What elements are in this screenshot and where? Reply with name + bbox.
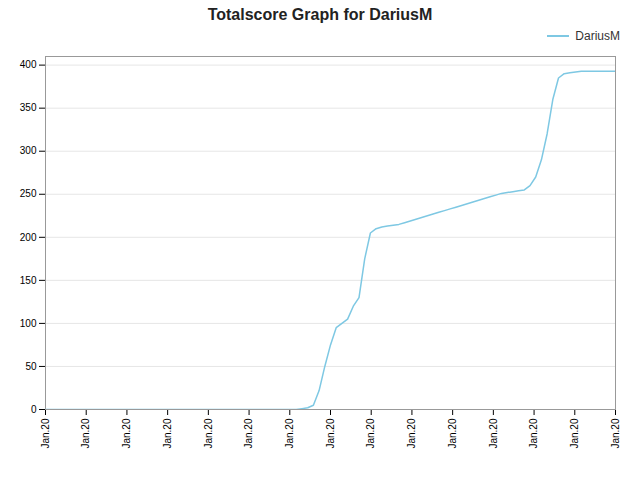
svg-text:Jan.20: Jan.20 bbox=[40, 418, 51, 448]
svg-text:100: 100 bbox=[20, 318, 37, 329]
svg-text:Jan.20: Jan.20 bbox=[610, 418, 621, 448]
svg-text:0: 0 bbox=[31, 404, 37, 415]
svg-text:Jan.20: Jan.20 bbox=[203, 418, 214, 448]
svg-text:400: 400 bbox=[20, 59, 37, 70]
svg-text:50: 50 bbox=[25, 361, 37, 372]
svg-text:Jan.20: Jan.20 bbox=[488, 418, 499, 448]
html-text:DariusM: DariusM bbox=[575, 29, 620, 43]
svg-text:Jan.20: Jan.20 bbox=[121, 418, 132, 448]
svg-text:Jan.20: Jan.20 bbox=[569, 418, 580, 448]
html-text:Totalscore Graph for DariusM: Totalscore Graph for DariusM bbox=[207, 6, 433, 23]
svg-text:Jan.20: Jan.20 bbox=[528, 418, 539, 448]
svg-text:Jan.20: Jan.20 bbox=[406, 418, 417, 448]
svg-text:350: 350 bbox=[20, 102, 37, 113]
svg-text:Jan.20: Jan.20 bbox=[162, 418, 173, 448]
svg-text:200: 200 bbox=[20, 232, 37, 243]
svg-text:Jan.20: Jan.20 bbox=[80, 418, 91, 448]
svg-text:Jan.20: Jan.20 bbox=[325, 418, 336, 448]
svg-text:250: 250 bbox=[20, 188, 37, 199]
svg-text:150: 150 bbox=[20, 275, 37, 286]
svg-text:300: 300 bbox=[20, 145, 37, 156]
svg-text:Jan.20: Jan.20 bbox=[365, 418, 376, 448]
svg-text:Jan.20: Jan.20 bbox=[447, 418, 458, 448]
svg-text:Jan.20: Jan.20 bbox=[284, 418, 295, 448]
svg-text:Jan.20: Jan.20 bbox=[243, 418, 254, 448]
